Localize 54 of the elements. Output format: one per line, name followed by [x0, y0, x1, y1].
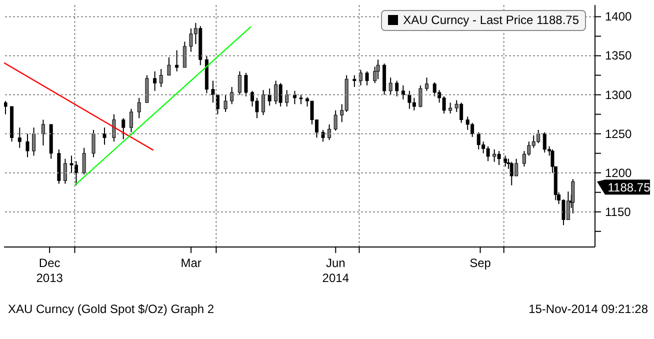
candlestick	[328, 124, 332, 141]
candlestick	[388, 77, 392, 96]
candlestick	[63, 158, 67, 184]
candlestick	[92, 129, 96, 158]
y-tick-label: 1300	[605, 88, 632, 102]
text: 1188.75	[608, 180, 651, 195]
candlestick	[211, 80, 215, 104]
candlestick	[262, 90, 266, 116]
candlestick	[129, 108, 133, 133]
x-tick-label: Dec 2013	[36, 256, 64, 285]
candlestick	[268, 88, 272, 106]
legend-label: XAU Curncy - Last Price 1188.75	[403, 13, 579, 27]
candlestick	[418, 84, 422, 108]
candlestick	[244, 72, 248, 97]
candlestick	[112, 114, 116, 142]
candlestick	[401, 84, 405, 100]
candlestick	[365, 70, 369, 86]
y-tick-label: 1150	[605, 204, 632, 219]
candlestick	[82, 147, 86, 175]
x-tick-label: Mar	[180, 256, 202, 270]
candlestick	[224, 94, 228, 112]
candlestick	[334, 110, 338, 132]
y-tick-label: 1250	[605, 126, 632, 141]
candlestick	[4, 100, 8, 115]
candlestick	[41, 119, 45, 146]
text: 15-Nov-2014 09:21:28	[528, 302, 648, 316]
candlestick	[230, 86, 234, 105]
candlestick	[448, 102, 452, 114]
candlestick	[159, 68, 163, 88]
candlestick	[424, 77, 428, 92]
candlestick	[32, 127, 36, 156]
candlestick	[18, 127, 22, 148]
candlestick	[395, 80, 399, 97]
y-tick-label: 1200	[605, 166, 632, 180]
candlestick	[321, 129, 325, 142]
candlestick	[102, 127, 106, 146]
candlestick	[167, 56, 171, 76]
candlestick	[376, 59, 380, 80]
candlestick	[238, 70, 242, 96]
y-tick-label: 1400	[605, 10, 632, 24]
y-tick-label: 1350	[605, 48, 632, 63]
candlestick	[182, 41, 186, 68]
candlestick	[137, 97, 141, 119]
candlestick	[285, 90, 289, 107]
candlestick	[175, 50, 179, 72]
x-tick-label: Sep	[470, 256, 492, 270]
text: XAU Curncy (Gold Spot $/Oz) Graph 2	[8, 302, 214, 316]
candlestick	[352, 74, 356, 88]
candlestick	[358, 69, 362, 86]
candlestick	[122, 118, 126, 140]
candlestick	[153, 70, 157, 92]
x-tick-label: Jun 2014	[322, 256, 350, 285]
candlestick	[299, 94, 303, 105]
candlestick	[26, 133, 30, 158]
